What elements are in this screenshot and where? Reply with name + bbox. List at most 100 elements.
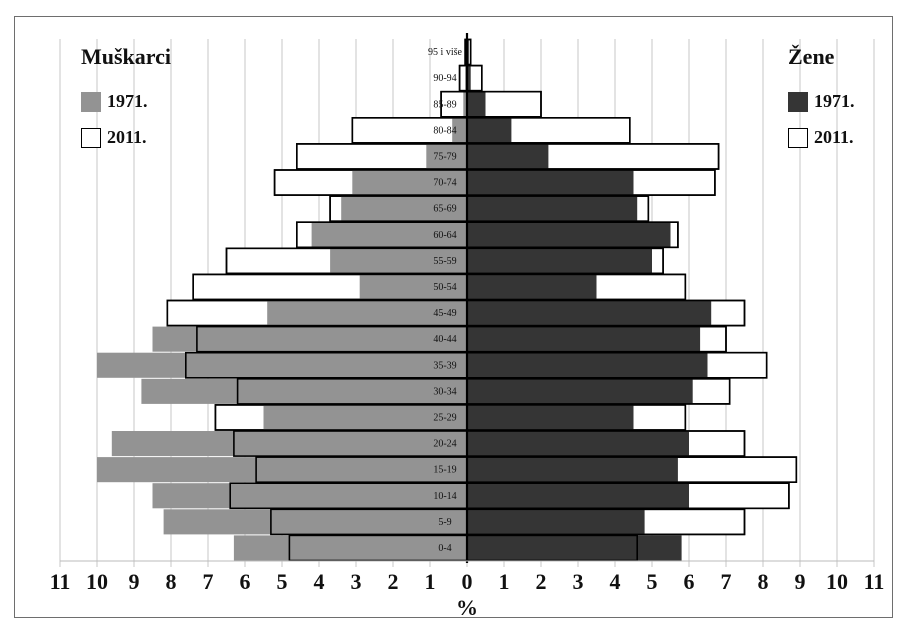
bar-male-1971-85-89	[463, 91, 467, 117]
bar-male-1971-60-64	[311, 222, 467, 248]
x-tick-label-right-9: 9	[795, 569, 806, 594]
bar-male-1971-45-49	[267, 300, 467, 326]
legend-swatch-female-1971	[788, 91, 808, 112]
age-label-30-34: 30-34	[433, 386, 456, 397]
x-tick-label-left-10: 10	[86, 569, 108, 594]
bar-male-1971-50-54	[359, 274, 467, 300]
x-tick-label-right-1: 1	[499, 569, 510, 594]
x-axis-label: %	[456, 595, 478, 617]
bar-male-1971-10-14	[152, 483, 467, 509]
age-label-55-59: 55-59	[433, 256, 456, 267]
x-tick-label-left-4: 4	[314, 569, 325, 594]
bar-male-1971-75-79	[426, 143, 467, 169]
age-label-75-79: 75-79	[433, 151, 456, 162]
bar-female-1971-70-74	[467, 170, 634, 196]
age-label-70-74: 70-74	[433, 178, 456, 189]
x-tick-label-left-5: 5	[277, 569, 288, 594]
bar-male-1971-15-19	[97, 457, 467, 483]
bar-female-1971-85-89	[467, 91, 486, 117]
x-tick-label-right-2: 2	[536, 569, 547, 594]
x-tick-label-0: 0	[462, 569, 473, 594]
bar-male-1971-0-4	[233, 535, 467, 561]
x-tick-label-left-6: 6	[240, 569, 251, 594]
age-label-60-64: 60-64	[433, 230, 456, 241]
bar-male-1971-40-44	[152, 326, 467, 352]
x-tick-label-right-6: 6	[684, 569, 695, 594]
age-label-0-4: 0-4	[438, 543, 451, 554]
x-tick-label-left-2: 2	[388, 569, 399, 594]
title-right: Žene	[788, 44, 835, 69]
x-tick-label-right-5: 5	[647, 569, 658, 594]
x-tick-label-right-11: 11	[864, 569, 885, 594]
x-tick-label-left-3: 3	[351, 569, 362, 594]
age-label-25-29: 25-29	[433, 412, 456, 423]
x-tick-label-right-4: 4	[610, 569, 621, 594]
bar-male-1971-80-84	[452, 117, 467, 143]
bar-female-1971-55-59	[467, 248, 652, 274]
x-tick-label-left-9: 9	[129, 569, 140, 594]
age-label-5-9: 5-9	[438, 517, 451, 528]
x-axis: 11 10 9 8 7 6 5 4 3 2 1 0 1 2 3 4 5 6 7 8 9 10 11%	[50, 560, 885, 617]
bar-female-1971-0-4	[467, 535, 682, 561]
bar-male-1971-25-29	[263, 404, 467, 430]
bar-female-1971-10-14	[467, 483, 689, 509]
legend-label-male-2011: 2011.	[107, 127, 147, 147]
legend-swatch-female-2011	[788, 127, 808, 148]
bar-male-1971-30-34	[141, 378, 467, 404]
bar-female-1971-45-49	[467, 300, 712, 326]
x-tick-label-right-7: 7	[721, 569, 732, 594]
bar-female-1971-90-94	[467, 65, 471, 91]
legend-swatch-male-1971	[81, 91, 101, 112]
age-label-50-54: 50-54	[433, 282, 456, 293]
bar-female-1971-15-19	[467, 457, 678, 483]
bar-female-1971-25-29	[467, 404, 634, 430]
title-left: Muškarci	[81, 44, 172, 69]
bar-female-1971-35-39	[467, 352, 708, 378]
x-tick-label-right-8: 8	[758, 569, 769, 594]
population-pyramid-chart: 0-4 5-9 10-14 15-19 20-24 25-29 30-34 35-39 40-4…	[50, 33, 885, 617]
bar-male-1971-55-59	[330, 248, 467, 274]
bar-male-1971-65-69	[341, 196, 467, 222]
x-tick-label-left-1: 1	[425, 569, 436, 594]
age-labels: 0-4 5-9 10-14 15-19 20-24 25-29 30-34 35-39 40-4…	[428, 33, 469, 563]
age-label-95-i-više: 95 i više	[428, 47, 462, 58]
bar-male-1971-20-24	[111, 431, 468, 457]
bar-female-1971-40-44	[467, 326, 701, 352]
bar-female-1971-5-9	[467, 509, 645, 535]
bar-female-1971-30-34	[467, 378, 693, 404]
bar-male-1971-70-74	[352, 170, 467, 196]
chart-frame: 0-4 5-9 10-14 15-19 20-24 25-29 30-34 35-39 40-4…	[14, 16, 893, 618]
bar-male-1971-35-39	[97, 352, 467, 378]
age-label-90-94: 90-94	[433, 73, 456, 84]
bar-female-1971-80-84	[467, 117, 512, 143]
age-label-65-69: 65-69	[433, 204, 456, 215]
legend-left-1971: 1971.	[81, 91, 148, 112]
age-label-15-19: 15-19	[433, 465, 456, 476]
bar-male-1971-5-9	[163, 509, 467, 535]
x-tick-label-right-3: 3	[573, 569, 584, 594]
legend-right-1971: 1971.	[788, 91, 855, 112]
legend-left-2011: 2011.	[81, 127, 147, 148]
age-label-40-44: 40-44	[433, 334, 456, 345]
age-label-35-39: 35-39	[433, 360, 456, 371]
bars	[97, 38, 798, 562]
x-tick-label-left-7: 7	[203, 569, 214, 594]
legend-swatch-male-2011	[81, 127, 101, 148]
age-label-20-24: 20-24	[433, 439, 456, 450]
bar-female-1971-65-69	[467, 196, 638, 222]
legend-right-2011: 2011.	[788, 127, 854, 148]
bar-female-1971-75-79	[467, 143, 549, 169]
age-label-10-14: 10-14	[433, 491, 456, 502]
bar-female-1971-60-64	[467, 222, 671, 248]
x-tick-label-left-11: 11	[50, 569, 71, 594]
age-label-80-84: 80-84	[433, 125, 456, 136]
x-tick-label-left-8: 8	[166, 569, 177, 594]
bar-female-1971-20-24	[467, 431, 689, 457]
bar-female-1971-50-54	[467, 274, 597, 300]
legend-label-female-1971: 1971.	[814, 91, 855, 111]
legend-label-male-1971: 1971.	[107, 91, 148, 111]
legend-label-female-2011: 2011.	[814, 127, 854, 147]
x-tick-label-right-10: 10	[826, 569, 848, 594]
age-label-85-89: 85-89	[433, 99, 456, 110]
age-label-45-49: 45-49	[433, 308, 456, 319]
